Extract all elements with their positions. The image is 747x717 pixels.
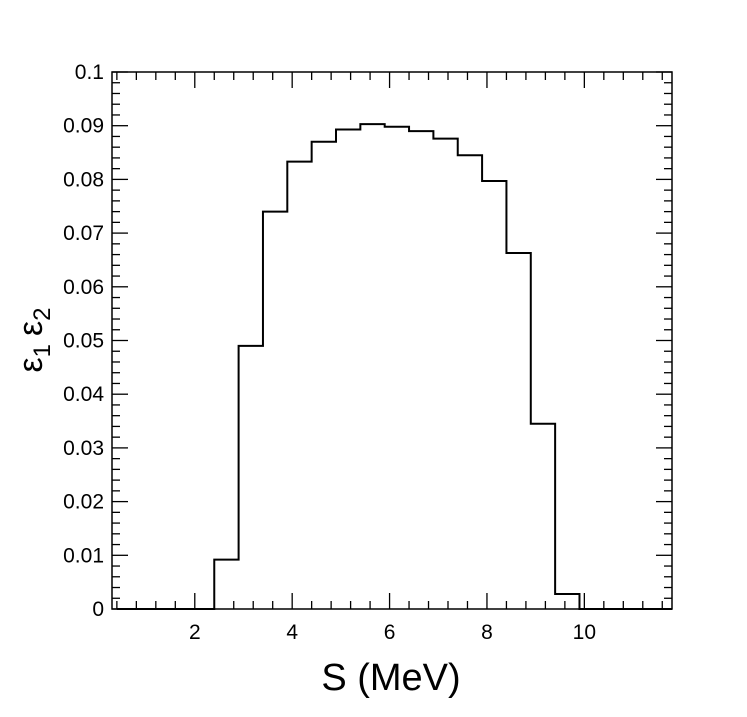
y-axis-symbol-1: ε xyxy=(12,357,50,372)
x-tick-labels: 2 4 6 8 10 xyxy=(189,621,596,644)
y-tick-label: 0.01 xyxy=(63,544,104,567)
y-tick-label: 0.08 xyxy=(63,168,104,191)
y-axis-symbol-2: ε xyxy=(12,321,50,336)
y-tick-label: 0.06 xyxy=(63,276,104,299)
y-tick-label: 0.03 xyxy=(63,437,104,460)
y-tick-label: 0 xyxy=(92,598,104,621)
x-tick-label: 4 xyxy=(286,621,298,644)
histogram-line xyxy=(116,123,672,610)
x-tick-label: 8 xyxy=(481,621,493,644)
y-tick-label: 0.09 xyxy=(63,115,104,138)
y-tick-label: 0.04 xyxy=(63,383,104,406)
y-axis-sub-2: 2 xyxy=(29,307,56,320)
plot-frame xyxy=(111,71,673,610)
y-tick-label: 0.02 xyxy=(63,491,104,514)
y-tick-label: 0.07 xyxy=(63,222,104,245)
x-tick-label: 6 xyxy=(384,621,396,644)
y-tick-label: 0.1 xyxy=(75,61,104,84)
y-tick-label: 0.05 xyxy=(63,330,104,353)
major-ticks xyxy=(112,71,672,610)
x-axis-title: S (MeV) xyxy=(321,657,460,699)
y-axis-title: ε1ε2 xyxy=(12,307,56,372)
y-axis-sub-1: 1 xyxy=(29,344,56,357)
x-tick-label: 10 xyxy=(573,621,596,644)
y-tick-labels: 0 0.01 0.02 0.03 0.04 0.05 0.06 0.07 0.08 0.09 0.1 xyxy=(63,61,104,621)
minor-ticks xyxy=(112,72,672,609)
x-tick-label: 2 xyxy=(189,621,201,644)
